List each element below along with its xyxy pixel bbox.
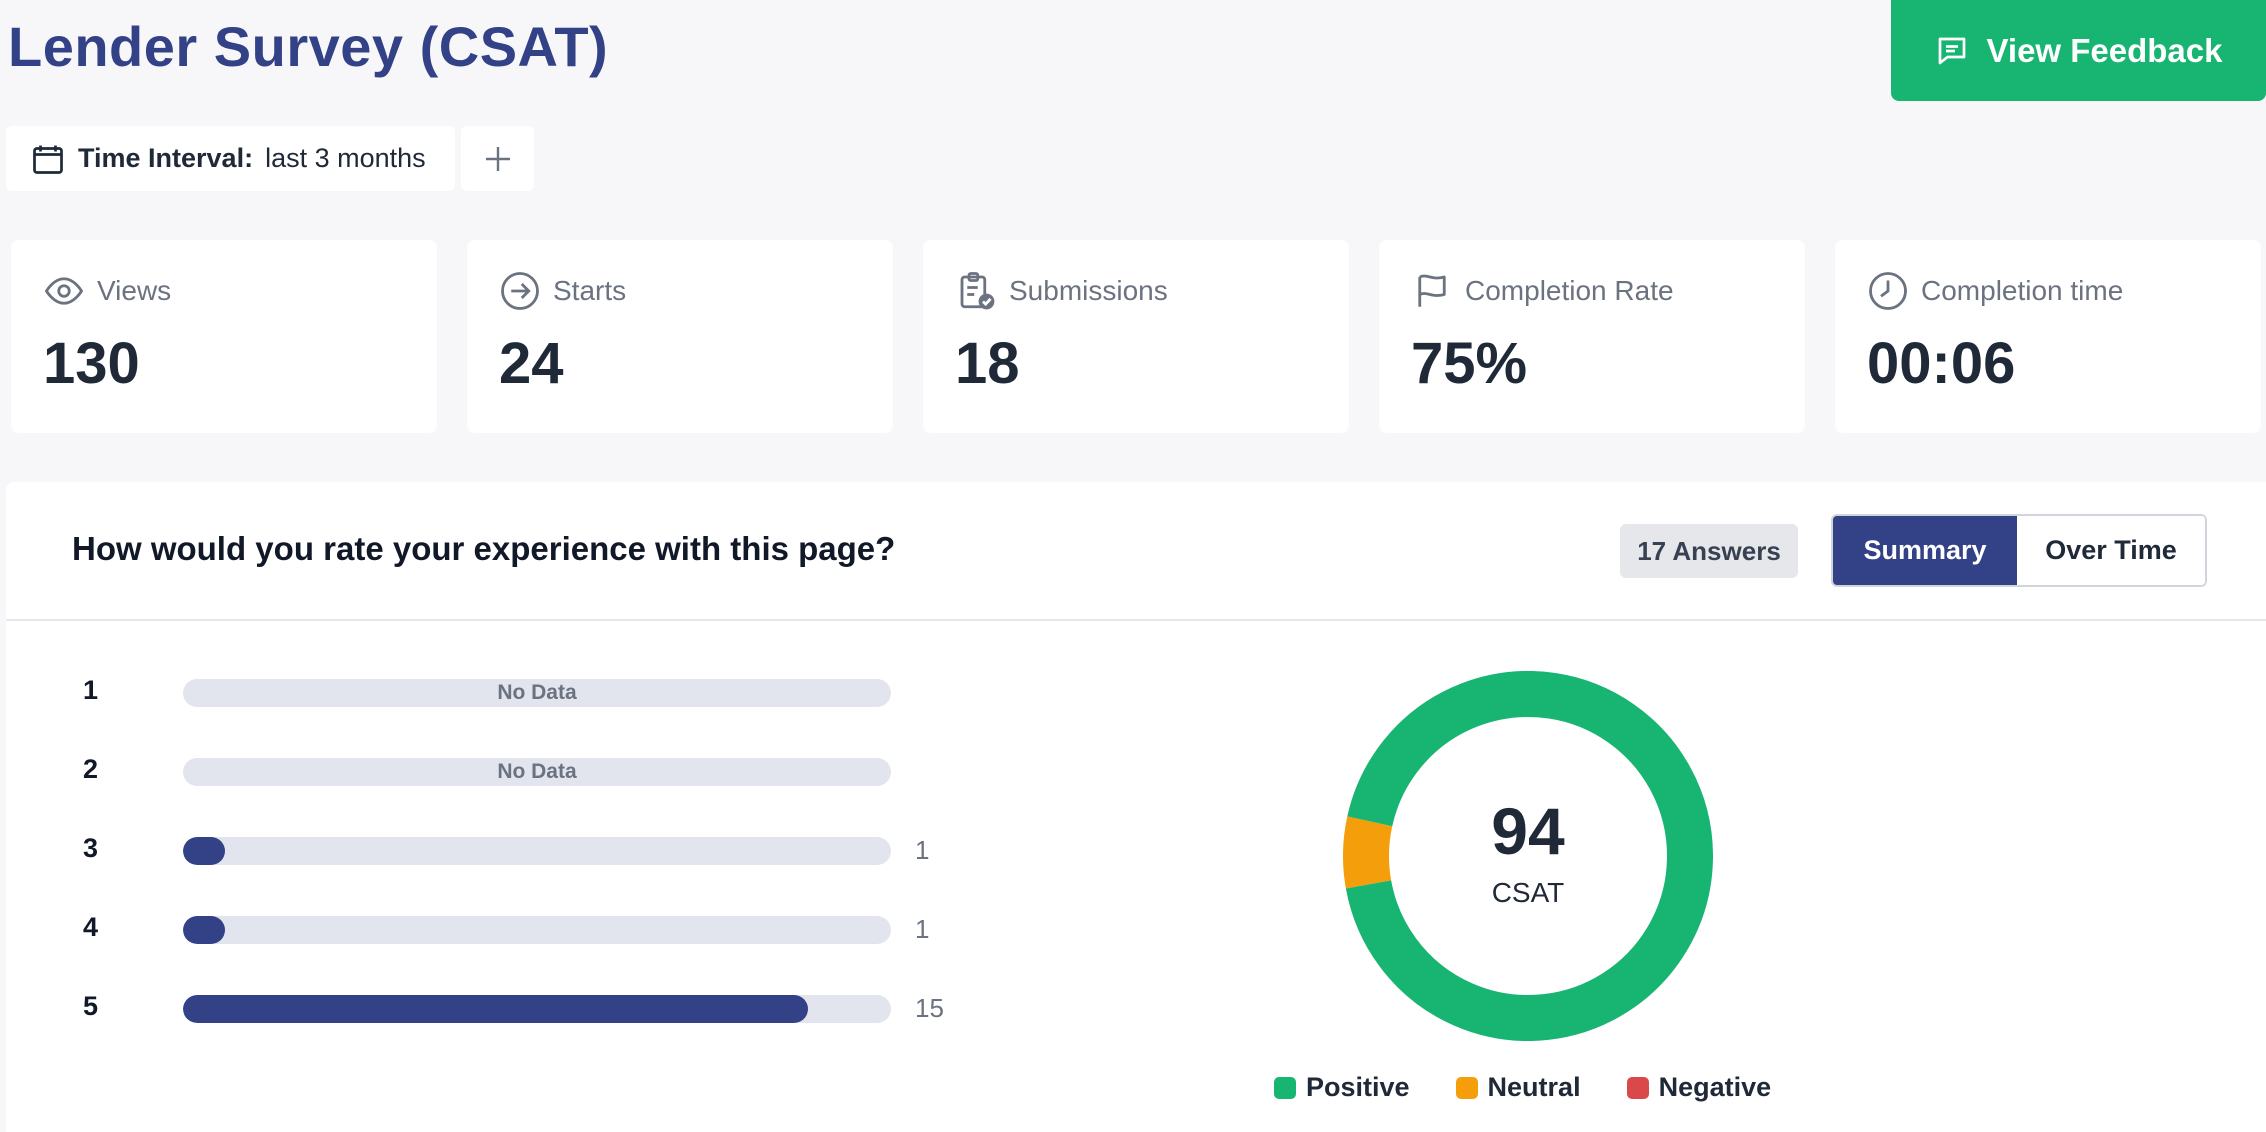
legend-label: Neutral: [1487, 1072, 1581, 1102]
rating-label: 3: [83, 833, 99, 863]
bar-track: No Data: [183, 758, 891, 786]
rating-label: 4: [83, 912, 99, 942]
csat-center: 94 CSAT: [1343, 671, 1713, 1041]
stat-value: 18: [955, 331, 1020, 396]
legend-label: Positive: [1306, 1072, 1410, 1102]
legend-item-negative: Negative: [1626, 1072, 1772, 1103]
stat-value: 75%: [1411, 331, 1528, 396]
stat-label: Completion Rate: [1465, 275, 1674, 306]
legend-item-neutral: Neutral: [1455, 1072, 1581, 1103]
bar-fill: [183, 916, 225, 944]
tab-over-time[interactable]: Over Time: [2017, 516, 2205, 585]
time-interval-key: Time Interval:: [78, 143, 254, 173]
stat-card-completion-time: Completion time 00:06: [1835, 240, 2261, 433]
bar-fill: [183, 837, 225, 865]
bar-value-label: 15: [915, 993, 944, 1023]
question-card: How would you rate your experience with …: [6, 482, 2266, 1132]
donut-slice-positive: [1345, 671, 1713, 1041]
stat-value: 130: [43, 331, 140, 396]
legend-swatch: [1455, 1076, 1478, 1099]
legend-label: Negative: [1658, 1072, 1772, 1102]
rating-row-5: 5 15: [6, 989, 1106, 1029]
clock-icon: [1869, 272, 1907, 310]
bar-value-label: 1: [915, 914, 930, 944]
clipboard-check-icon: [960, 272, 995, 310]
plus-icon: [485, 146, 510, 171]
csat-legend: Positive Neutral Negative: [1274, 1072, 1771, 1103]
stat-label: Submissions: [1009, 275, 1168, 306]
time-interval-filter[interactable]: Time Interval: last 3 months: [6, 126, 455, 191]
answers-badge: 17 Answers: [1620, 524, 1798, 578]
legend-swatch: [1274, 1076, 1296, 1099]
view-feedback-button[interactable]: View Feedback: [1891, 0, 2266, 101]
bar-track: No Data: [183, 679, 891, 707]
stat-label: Starts: [553, 275, 627, 306]
stat-label: Views: [97, 275, 172, 306]
bar-track: [183, 837, 891, 865]
view-toggle: Summary Over Time: [1831, 514, 2207, 587]
stat-value: 00:06: [1867, 331, 2016, 396]
bar-value-label: 1: [915, 835, 930, 865]
rating-row-2: 2 No Data: [6, 752, 1106, 792]
bar-fill: [183, 995, 808, 1023]
stat-card-views: Views 130: [11, 240, 437, 433]
rating-row-1: 1 No Data: [6, 673, 1106, 713]
time-interval-value: last 3 months: [265, 143, 426, 173]
bar-track: [183, 995, 891, 1023]
csat-donut-chart: 94 CSAT: [1343, 671, 1713, 1041]
csat-donut-svg: [1343, 671, 1713, 1041]
page-title: Lender Survey (CSAT): [8, 15, 609, 78]
eye-icon: [44, 277, 84, 305]
csat-score: 94: [1491, 794, 1565, 868]
tab-summary[interactable]: Summary: [1833, 516, 2017, 585]
add-filter-button[interactable]: [461, 126, 534, 191]
calendar-icon: [33, 145, 63, 174]
rating-label: 2: [83, 754, 99, 784]
view-feedback-label: View Feedback: [1986, 31, 2223, 69]
rating-bar-chart: 1 No Data 2 No Data 3 1 4 1 5 15: [6, 621, 1106, 1132]
legend-swatch: [1626, 1076, 1649, 1099]
rating-label: 1: [83, 675, 99, 705]
stat-card-starts: Starts 24: [467, 240, 893, 433]
bar-track: [183, 916, 891, 944]
stat-card-completion-rate: Completion Rate 75%: [1379, 240, 1805, 433]
csat-label: CSAT: [1491, 877, 1565, 908]
stat-label: Completion time: [1921, 275, 2124, 306]
flag-icon: [1418, 274, 1446, 307]
arrow-circle-right-icon: [501, 272, 539, 310]
legend-item-positive: Positive: [1274, 1072, 1410, 1103]
stat-card-submissions: Submissions 18: [923, 240, 1349, 433]
question-title: How would you rate your experience with …: [72, 530, 896, 567]
question-header: How would you rate your experience with …: [6, 482, 2266, 621]
no-data-label: No Data: [497, 760, 577, 783]
donut-slice-neutral: [1343, 816, 1393, 889]
message-square-icon: [1939, 37, 1966, 64]
no-data-label: No Data: [497, 681, 577, 704]
stat-value: 24: [499, 331, 564, 396]
rating-label: 5: [83, 991, 99, 1021]
